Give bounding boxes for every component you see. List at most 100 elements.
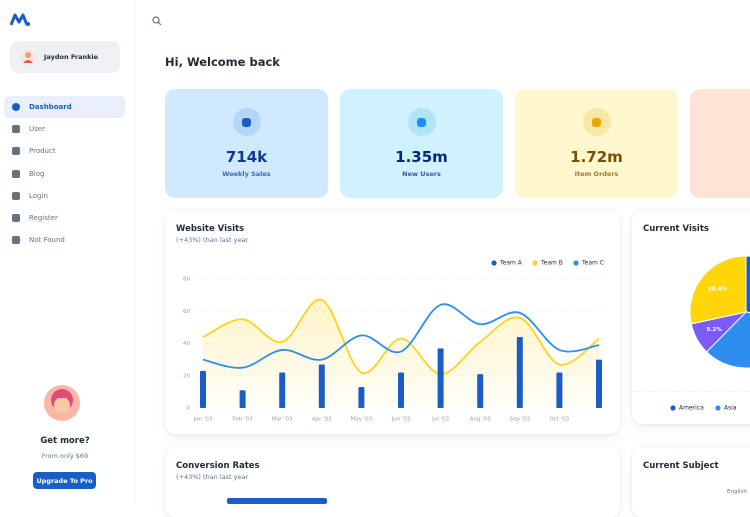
legend-marker [670, 405, 676, 411]
radar-label: English [727, 489, 747, 495]
legend-label: Team C [581, 260, 604, 267]
legend-label: Team A [499, 260, 523, 267]
stat-icon [582, 108, 611, 136]
section-subtitle: (+43%) than last year [176, 473, 249, 481]
stat-value: 714k [225, 148, 268, 166]
legend-marker [573, 260, 579, 266]
icon-glyph [242, 117, 251, 127]
user-card[interactable]: Jaydon Frankie [10, 41, 120, 73]
bar [239, 390, 246, 408]
nav-label: Dashboard [29, 103, 72, 111]
x-tick-label: Oct '03 [550, 417, 570, 423]
bar [398, 372, 404, 408]
stat-card: 1.72m Item Orders [515, 89, 678, 198]
nav-item[interactable]: Login [4, 185, 125, 207]
bar [200, 370, 206, 408]
nav-label: User [29, 125, 45, 134]
bar [477, 374, 484, 408]
x-tick-label: Jan '03 [193, 417, 213, 423]
x-tick-label: Apr '03 [312, 417, 332, 423]
bar [279, 372, 286, 408]
sidebar: Jaydon Frankie Dashboard User Product Blog L… [0, 0, 136, 500]
nav-icon [12, 147, 20, 156]
stat-card [690, 89, 750, 198]
bar [318, 364, 325, 408]
legend-label: Asia [724, 405, 737, 412]
nav-label: Not Found [29, 236, 65, 245]
x-tick-label: Sep '03 [509, 417, 530, 423]
stat-label: Item Orders [574, 170, 619, 178]
y-tick-label: 0 [187, 406, 191, 412]
nav-label: Login [29, 191, 48, 200]
line [202, 303, 600, 369]
nav-item[interactable]: Dashboard [4, 96, 125, 118]
y-tick-label: 20 [183, 373, 190, 379]
nav-icon [12, 169, 20, 178]
stat-label: Weekly Sales [222, 170, 271, 178]
chart-title: Website Visits [176, 224, 245, 234]
nav-label: Product [29, 147, 56, 156]
logo[interactable] [10, 13, 30, 27]
x-tick-label: Aug '03 [470, 417, 491, 423]
bar [516, 337, 523, 408]
icon-glyph [592, 117, 601, 127]
bar [358, 387, 365, 408]
x-tick-label: Jun '03 [391, 417, 411, 423]
legend-label: Team B [540, 260, 563, 267]
chart-subtitle: (+43%) than last year [176, 236, 249, 244]
nav-icon [12, 103, 20, 111]
legend-marker [532, 260, 538, 266]
stat-value: 1.35m [395, 148, 448, 166]
nav-item[interactable]: Product [4, 140, 125, 162]
nav-item[interactable]: Register [4, 207, 125, 229]
pie-value-label: 28.4% [708, 287, 728, 293]
section-title: Conversion Rates [176, 461, 260, 471]
icon-glyph [417, 117, 426, 127]
greeting: Hi, Welcome back [165, 55, 280, 69]
y-tick-label: 40 [183, 341, 190, 347]
pie-slice [745, 255, 750, 314]
pie-slice [705, 311, 750, 369]
pie-value-label: 9.2% [706, 327, 722, 333]
user-name: Jaydon Frankie [44, 53, 99, 61]
pie-slice [689, 255, 747, 325]
nav-item[interactable]: Blog [4, 163, 125, 185]
x-tick-label: Feb '03 [233, 417, 253, 423]
x-tick-label: Jul '03 [431, 417, 449, 423]
section-title: Current Subject [643, 461, 719, 471]
stat-card: 1.35m New Users [340, 89, 503, 198]
legend-marker [491, 260, 497, 266]
page: Jaydon Frankie Dashboard User Product Blog L… [0, 0, 750, 504]
stat-icon [407, 108, 436, 136]
nav-label: Blog [29, 169, 45, 178]
stat-icon [232, 108, 261, 136]
upgrade-button[interactable]: Upgrade To Pro [33, 472, 96, 489]
nav-icon [12, 236, 20, 245]
nav-item[interactable]: Not Found [4, 229, 125, 251]
stat-card: 714k Weekly Sales [165, 89, 328, 198]
nav-icon [12, 191, 20, 200]
promo-subtitle: From only $69 [41, 452, 89, 460]
legend-marker [715, 405, 721, 411]
search-icon[interactable] [152, 16, 162, 26]
avatar [20, 49, 36, 65]
area-fill [203, 299, 599, 408]
chart-title: Current Visits [643, 224, 709, 234]
x-tick-label: May '03 [351, 417, 373, 423]
nav-icon [12, 214, 20, 222]
line [202, 299, 600, 376]
nav-item[interactable]: User [4, 118, 125, 140]
stat-label: New Users [402, 170, 441, 178]
bar [556, 372, 563, 408]
bar [596, 359, 602, 408]
nav-label: Register [29, 214, 58, 222]
y-tick-label: 60 [183, 309, 190, 315]
x-tick-label: Mar '03 [272, 417, 293, 423]
legend-label: America [679, 405, 704, 412]
stat-value: 1.72m [570, 148, 623, 166]
promo-title: Get more? [40, 436, 90, 446]
y-tick-label: 80 [183, 277, 190, 283]
bar [437, 348, 444, 408]
charts: 0 20 40 60 80 Jan '03 Feb '03 Mar '03 Apr '03 May… [183, 255, 750, 423]
nav-icon [12, 125, 20, 134]
